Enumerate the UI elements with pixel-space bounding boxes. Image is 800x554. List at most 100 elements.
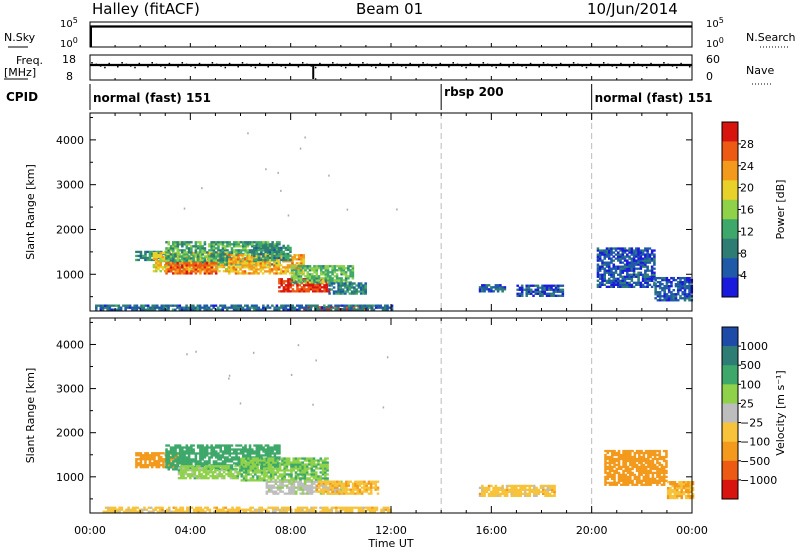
scatter-cell	[510, 488, 513, 492]
scatter-cell	[268, 248, 272, 252]
scatter-cell	[508, 484, 511, 488]
scatter-cell	[537, 490, 541, 494]
scatter-cell	[196, 264, 200, 267]
scatter-cell	[230, 270, 233, 273]
scatter-cell	[198, 304, 202, 307]
scatter-cell	[187, 458, 191, 461]
scatter-cell	[232, 308, 236, 311]
scatter-cell	[285, 508, 288, 511]
scatter-cell	[518, 292, 522, 295]
scatter-cell	[683, 293, 687, 296]
scatter-cell	[162, 464, 165, 467]
scatter-cell	[236, 256, 240, 259]
scatter-cell	[155, 306, 159, 309]
scatter-cell	[281, 463, 284, 466]
scatter-cell	[221, 261, 225, 264]
scatter-cell	[287, 290, 290, 293]
scatter-cell	[237, 444, 241, 447]
scatter-cell	[481, 492, 484, 495]
scatter-cell	[172, 243, 175, 246]
scatter-cell	[276, 508, 279, 511]
scatter-cell	[309, 286, 313, 289]
scatter-cell	[227, 266, 231, 269]
scatter-cell	[187, 446, 191, 449]
scatter-cell	[612, 263, 616, 266]
scatter-cell	[481, 494, 484, 497]
scatter-cell	[371, 508, 374, 511]
scatter-cell	[118, 508, 121, 511]
scatter-cell	[290, 477, 293, 480]
scatter-cell	[661, 289, 664, 292]
scatter-cell	[263, 471, 266, 474]
scatter-cell	[143, 508, 146, 511]
scatter-cell	[131, 506, 135, 509]
scatter-cell	[174, 268, 177, 271]
scatter-cell	[227, 467, 231, 470]
scatter-cell	[646, 259, 649, 262]
scatter-cell	[176, 452, 180, 455]
scatter-cell	[257, 258, 261, 262]
scatter-cell	[279, 488, 282, 491]
scatter-cell	[517, 492, 520, 495]
scatter-cell	[632, 281, 636, 284]
scatter-cell	[342, 486, 346, 489]
scatter-cell	[230, 249, 234, 252]
scatter-cell	[624, 451, 628, 455]
scatter-cell	[199, 262, 202, 265]
scatter-cell	[255, 262, 258, 265]
scatter-cell	[619, 261, 622, 264]
scatter-cell	[255, 450, 259, 453]
scatter-cell	[383, 308, 387, 311]
scatter-cell	[331, 267, 334, 270]
scatter-cell	[199, 462, 202, 465]
scatter-cell	[282, 260, 285, 263]
scatter-cell	[629, 457, 632, 461]
scatter-cell	[365, 488, 368, 491]
scatter-cell	[319, 471, 323, 474]
scatter-cell	[374, 306, 378, 309]
scatter-cell	[144, 458, 147, 461]
scatter-cell	[205, 262, 209, 265]
scatter-cell	[629, 469, 632, 473]
scatter-cell	[246, 245, 250, 248]
scatter-cell	[297, 265, 300, 268]
scatter-cell	[226, 263, 229, 266]
scatter-cell	[310, 267, 314, 270]
scatter-cell	[318, 308, 322, 311]
scatter-cell	[153, 308, 157, 311]
scatter-cell	[624, 477, 628, 480]
scatter-cell	[146, 258, 149, 262]
scatter-cell	[626, 275, 629, 278]
scatter-cell	[326, 267, 330, 270]
scatter-cell	[310, 461, 314, 464]
scatter-cell	[314, 477, 318, 480]
scatter-cell	[242, 475, 246, 478]
scatter-cell	[276, 506, 279, 509]
scatter-cell	[259, 260, 263, 263]
scatter-cell	[341, 284, 345, 287]
scatter-cell	[205, 255, 209, 258]
scatter-cell	[172, 257, 175, 260]
scatter-cell	[295, 304, 299, 307]
scatter-cell	[257, 241, 261, 244]
nave-dot	[129, 65, 132, 67]
scatter-cell	[496, 488, 500, 492]
scatter-cell	[229, 469, 233, 472]
scatter-cell	[242, 508, 246, 511]
scatter-cell	[613, 457, 616, 461]
scatter-cell	[312, 475, 316, 478]
scatter-cell	[234, 465, 237, 468]
nave-dot	[108, 62, 110, 65]
scatter-cell	[345, 490, 348, 493]
scatter-cell	[539, 486, 543, 490]
scatter-cell	[644, 273, 647, 276]
scatter-cell	[630, 277, 634, 280]
scatter-cell	[265, 471, 268, 474]
scatter-cell	[360, 482, 364, 485]
scatter-cell	[596, 275, 600, 278]
scatter-cell	[265, 510, 268, 513]
scatter-cell	[317, 277, 321, 280]
scatter-cell	[321, 308, 324, 311]
scatter-cell	[517, 494, 520, 497]
scatter-cell	[222, 465, 226, 468]
